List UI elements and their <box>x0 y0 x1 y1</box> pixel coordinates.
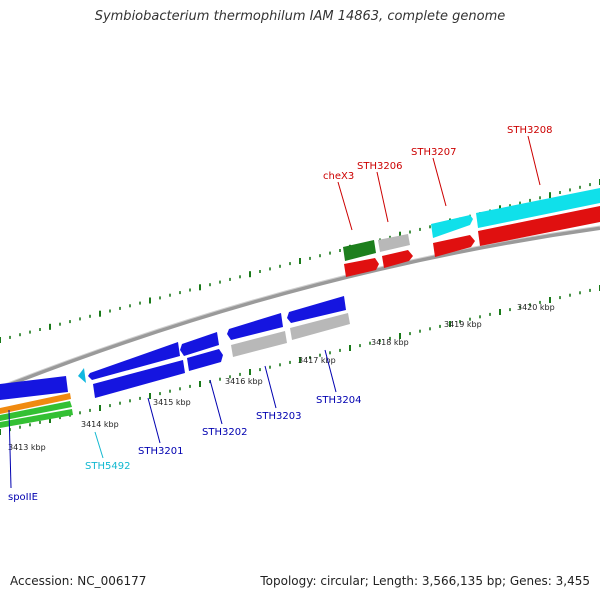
gene-label-sth5492[interactable]: STH5492 <box>85 461 130 472</box>
gene-label-sth3204[interactable]: STH3204 <box>316 395 361 406</box>
leader-line <box>94 431 104 459</box>
label-leader-lines <box>8 135 541 489</box>
gene-label-sth3208[interactable]: STH3208 <box>507 125 552 136</box>
accession-text: Accession: NC_006177 <box>10 574 147 588</box>
left-colored-bands <box>0 393 73 428</box>
forward-track-left <box>0 296 346 400</box>
scale-label: 3419 kbp <box>444 320 482 329</box>
forward-track-right <box>343 188 600 261</box>
reverse-track-left <box>93 313 350 398</box>
topology-text: Topology: circular; Length: 3,566,135 bp… <box>260 574 590 588</box>
leader-line <box>527 135 541 186</box>
gene-feature[interactable] <box>431 215 473 238</box>
map-title: Symbiobacterium thermophilum IAM 14863, … <box>94 9 506 24</box>
gene-feature[interactable] <box>344 258 379 277</box>
leader-line <box>376 171 389 223</box>
gene-feature[interactable] <box>378 234 410 252</box>
scale-label: 3418 kbp <box>371 338 409 347</box>
gene-feature[interactable] <box>290 313 350 340</box>
gene-feature[interactable] <box>0 401 72 421</box>
gene-feature[interactable] <box>187 349 223 371</box>
leader-line <box>324 349 337 393</box>
scale-label: 3417 kbp <box>298 356 336 365</box>
gene-label-sth3203[interactable]: STH3203 <box>256 411 301 422</box>
gene-feature[interactable] <box>382 250 413 268</box>
gene-label-spoiie[interactable]: spoIIE <box>8 492 38 503</box>
leader-line <box>147 397 161 444</box>
leader-line <box>209 379 223 425</box>
inner-tick-ring <box>0 285 600 435</box>
scale-label: 3414 kbp <box>81 420 119 429</box>
leader-line <box>432 157 447 207</box>
genome-backbone <box>0 226 600 390</box>
gene-labels: spoIIE STH5492 STH3201 STH3202 STH3203 S… <box>8 125 552 503</box>
gene-feature[interactable] <box>88 342 180 380</box>
gene-feature[interactable] <box>287 296 346 323</box>
gene-feature[interactable] <box>343 240 376 261</box>
genome-backbone-highlight <box>0 225 600 387</box>
gene-label-sth3202[interactable]: STH3202 <box>202 427 247 438</box>
gene-feature[interactable] <box>0 409 73 428</box>
gene-feature[interactable] <box>476 188 600 228</box>
scale-label: 3413 kbp <box>8 443 46 452</box>
leader-line <box>8 409 12 489</box>
gene-feature[interactable] <box>227 313 283 340</box>
gene-feature[interactable] <box>478 206 600 246</box>
scale-label: 3420 kbp <box>517 303 555 312</box>
gene-label-sth3201[interactable]: STH3201 <box>138 446 183 457</box>
reverse-track-right <box>344 206 600 277</box>
gene-feature[interactable] <box>433 235 475 257</box>
gene-feature[interactable] <box>0 393 71 414</box>
gene-feature[interactable] <box>180 332 219 356</box>
scale-label: 3416 kbp <box>225 377 263 386</box>
gene-feature[interactable] <box>0 376 68 400</box>
gene-feature[interactable] <box>78 368 86 383</box>
gene-label-sth3207[interactable]: STH3207 <box>411 147 456 158</box>
gene-feature[interactable] <box>231 331 287 357</box>
leader-line <box>337 181 353 231</box>
scale-labels: 3413 kbp 3414 kbp 3415 kbp 3416 kbp 3417… <box>8 303 555 452</box>
gene-feature[interactable] <box>93 360 185 398</box>
gene-label-sth3206[interactable]: STH3206 <box>357 161 402 172</box>
gene-label-chex3[interactable]: cheX3 <box>323 171 354 182</box>
scale-label: 3415 kbp <box>153 398 191 407</box>
leader-line <box>264 365 277 409</box>
